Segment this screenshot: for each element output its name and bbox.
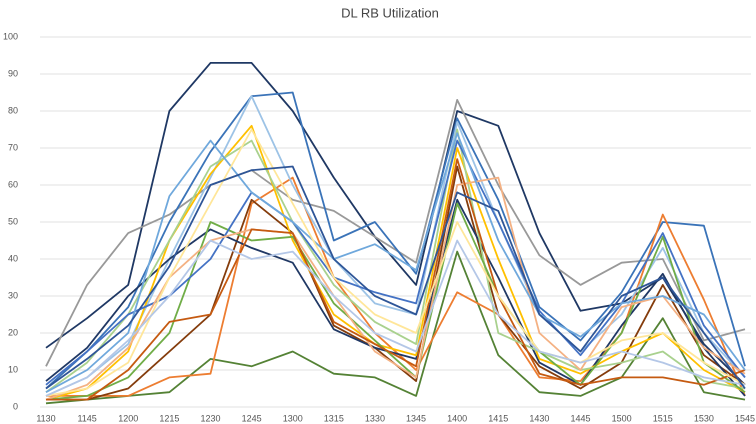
- x-tick-label: 1215: [159, 413, 179, 423]
- x-tick-label: 1200: [118, 413, 138, 423]
- series-line: [45, 202, 746, 401]
- x-tick-label: 1415: [488, 413, 508, 423]
- x-tick-label: 1330: [365, 413, 385, 423]
- series-line: [45, 250, 746, 405]
- series-line: [45, 165, 746, 390]
- series-line: [45, 176, 746, 401]
- series-line: [45, 95, 746, 397]
- x-tick-label: 1500: [612, 413, 632, 423]
- y-tick-label: 60: [8, 179, 18, 189]
- chart-title: DL RB Utilization: [341, 5, 439, 20]
- series-line: [46, 176, 746, 397]
- series-line: [45, 239, 746, 397]
- x-tick-label: 1315: [324, 413, 344, 423]
- y-tick-label: 50: [8, 216, 18, 226]
- series-line: [45, 128, 746, 393]
- x-tick-label: 1430: [529, 413, 549, 423]
- y-tick-label: 40: [8, 253, 18, 263]
- series-line: [45, 124, 746, 401]
- series-line: [45, 139, 746, 386]
- y-tick-label: 30: [8, 290, 18, 300]
- series-line: [45, 62, 746, 386]
- x-tick-label: 1130: [36, 413, 55, 423]
- y-tick-label: 100: [3, 31, 18, 41]
- x-tick-label: 1400: [447, 413, 467, 423]
- x-tick-label: 1530: [694, 413, 714, 423]
- x-tick-label: 1345: [406, 413, 426, 423]
- x-tick-label: 1245: [242, 413, 262, 423]
- x-tick-label: 1515: [653, 413, 673, 423]
- series-line: [45, 132, 746, 393]
- x-tick-label: 1545: [735, 413, 755, 423]
- series-line: [46, 158, 746, 401]
- series-line: [45, 91, 746, 390]
- y-tick-label: 10: [8, 364, 18, 374]
- y-tick-label: 80: [8, 105, 18, 115]
- x-tick-label: 1230: [200, 413, 220, 423]
- y-tick-label: 90: [8, 68, 18, 78]
- y-tick-label: 70: [8, 142, 18, 152]
- y-tick-label: 0: [13, 401, 18, 411]
- x-tick-label: 1445: [571, 413, 591, 423]
- series-line: [45, 128, 746, 397]
- x-tick-label: 1145: [77, 413, 96, 423]
- y-tick-label: 20: [8, 327, 18, 337]
- x-tick-label: 1300: [283, 413, 303, 423]
